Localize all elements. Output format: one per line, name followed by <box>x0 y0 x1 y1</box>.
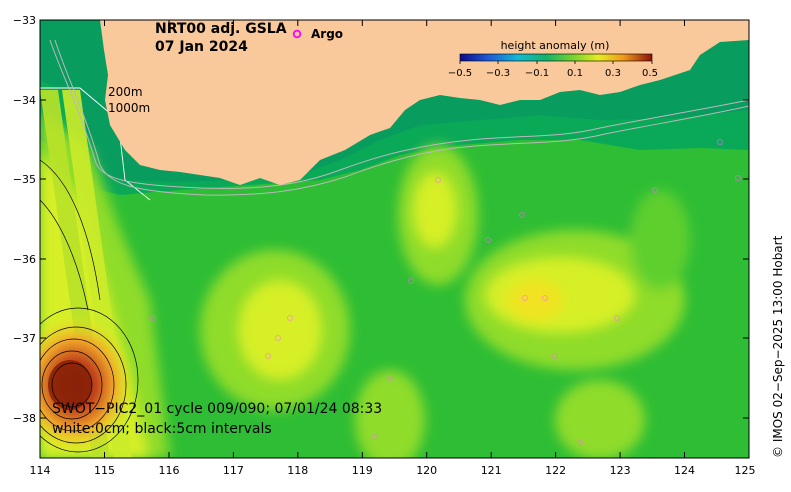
credit-label: © IMOS 02−Sep−2025 13:00 Hobart <box>771 235 785 458</box>
x-tick-label: 118 <box>287 464 308 477</box>
x-tick-labels: 114 115 116 117 118 119 120 121 122 123 … <box>30 464 756 477</box>
y-tick-marks <box>40 19 749 419</box>
x-tick-label: 122 <box>545 464 566 477</box>
y-tick-labels: −33 −34 −35 −36 −37 −38 <box>13 14 36 425</box>
colorbar-tick: 0.3 <box>605 68 621 79</box>
y-tick-label: −34 <box>13 94 36 107</box>
swot-interval-label: white:0cm; black:5cm intervals <box>52 421 272 437</box>
date-title: 07 Jan 2024 <box>155 39 248 55</box>
colorbar-tick: −0.1 <box>525 68 549 79</box>
warm-eddy-core <box>48 360 92 410</box>
x-tick-marks <box>39 20 750 458</box>
x-tick-label: 124 <box>674 464 695 477</box>
y-tick-label: −38 <box>13 412 36 425</box>
y-tick-label: −33 <box>13 14 36 27</box>
x-tick-label: 116 <box>159 464 180 477</box>
colorbar-title: height anomaly (m) <box>501 39 610 52</box>
x-tick-label: 121 <box>481 464 502 477</box>
x-tick-label: 114 <box>30 464 51 477</box>
eddy-contours <box>40 159 139 453</box>
x-tick-label: 125 <box>735 464 756 477</box>
colorbar-tick: −0.5 <box>448 68 472 79</box>
colorbar-tick: 0.1 <box>567 68 583 79</box>
product-title: NRT00 adj. GSLA <box>155 21 287 37</box>
x-tick-label: 119 <box>352 464 373 477</box>
colorbar-tick: −0.3 <box>486 68 510 79</box>
x-tick-label: 115 <box>94 464 115 477</box>
colorbar: height anomaly (m) −0.5 −0.3 −0.1 0.1 0.… <box>448 39 658 79</box>
colorbar-gradient <box>459 53 653 62</box>
x-tick-label: 117 <box>223 464 244 477</box>
argo-legend-label: Argo <box>311 27 343 41</box>
colorbar-tick: 0.5 <box>642 68 658 79</box>
swot-pass-label: SWOT−PIC2_01 cycle 009/090; 07/01/24 08:… <box>52 401 382 417</box>
argo-marker-icon <box>292 29 302 39</box>
bathymetry-contours <box>49 39 749 196</box>
y-tick-label: −37 <box>13 332 36 345</box>
x-tick-label: 120 <box>416 464 437 477</box>
plot-frame <box>39 19 750 459</box>
contour-label-1000m: 1000m <box>108 101 150 115</box>
argo-floats <box>150 139 741 446</box>
y-tick-label: −35 <box>13 173 36 186</box>
x-tick-label: 123 <box>610 464 631 477</box>
contour-label-200m: 200m <box>108 85 143 99</box>
y-tick-label: −36 <box>13 253 36 266</box>
